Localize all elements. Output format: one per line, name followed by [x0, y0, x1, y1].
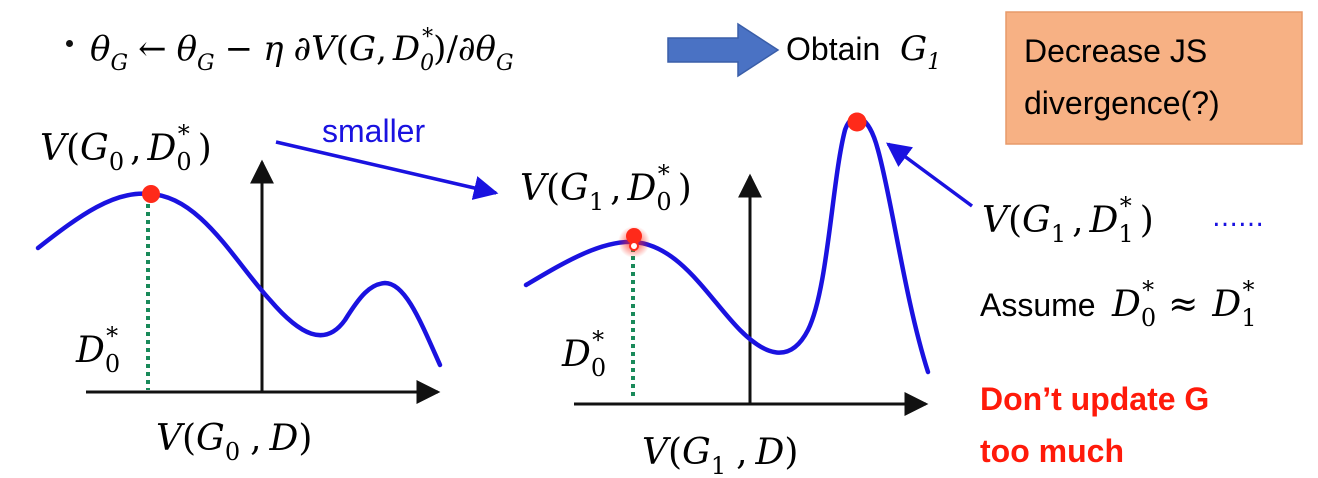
svg-text:Don’t update G: Don’t update G — [980, 381, 1209, 417]
svg-text:θG←θG−η∂V(G,D0*)/∂θG: θG ← θG − η ∂V(G, D0*)/∂θG — [90, 25, 514, 76]
right-plot: V(G1, D0*) D0* V(G1, D) V(G1, D1*) …… — [520, 112, 1264, 478]
svg-text:V(G1,D): V(G1, D) — [642, 432, 798, 478]
js-divergence-callout: Decrease JS divergence(?) — [1005, 11, 1303, 145]
update-rule-formula: θG ← θG − η ∂V(G, D0*)/∂θG — [90, 25, 514, 76]
svg-text:smaller: smaller — [322, 113, 425, 149]
right-d0-label: D0* — [561, 326, 606, 382]
svg-text:Assume: Assume — [980, 287, 1096, 323]
svg-text:too much: too much — [980, 433, 1124, 469]
warning-text: Don’t update G too much — [980, 381, 1209, 469]
left-max-marker — [142, 185, 160, 203]
svg-text:V(G1,D1*): V(G1, D1*) — [982, 192, 1154, 248]
left-value-curve — [35, 191, 443, 368]
svg-text:V(G1,D0*): V(G1, D0*) — [520, 160, 692, 216]
svg-text:D0*≈D1*: D0* ≈ D1* — [1111, 276, 1256, 332]
smaller-arrow — [275, 140, 499, 200]
block-arrow — [667, 22, 780, 78]
right-top-label: V(G1, D0*) — [520, 160, 692, 216]
left-d0-label: D0* — [75, 322, 120, 378]
right-old-max-ring — [629, 241, 639, 251]
right-new-max-marker — [847, 112, 867, 132]
right-old-max-marker — [626, 228, 642, 244]
peak-pointer-arrow — [886, 142, 974, 208]
right-axis-label: V(G1, D) — [642, 432, 798, 478]
svg-text:Obtain: Obtain — [786, 31, 880, 67]
assume-statement: Assume D0* ≈ D1* — [980, 276, 1256, 332]
svg-text:Decrease JS: Decrease JS — [1024, 33, 1207, 69]
obtain-label: Obtain G1 — [786, 29, 941, 75]
left-top-label: V(G0, D0*) — [40, 120, 212, 176]
left-plot: V(G0, D0*) D0* V(G0, D) — [35, 120, 443, 466]
peak-ellipsis: …… — [1212, 203, 1264, 233]
svg-text:G1: G1 — [900, 29, 941, 75]
peak-label: V(G1, D1*) — [982, 192, 1154, 248]
svg-text:V(G0,D0*): V(G0, D0*) — [40, 120, 212, 176]
svg-text:V(G0,D): V(G0, D) — [156, 418, 312, 466]
bullet-point — [66, 40, 73, 47]
smaller-annotation: smaller — [275, 113, 499, 200]
left-axis-label: V(G0, D) — [156, 418, 312, 466]
svg-text:divergence(?): divergence(?) — [1024, 85, 1220, 121]
svg-text:D0*: D0* — [75, 322, 120, 378]
svg-text:D0*: D0* — [561, 326, 606, 382]
